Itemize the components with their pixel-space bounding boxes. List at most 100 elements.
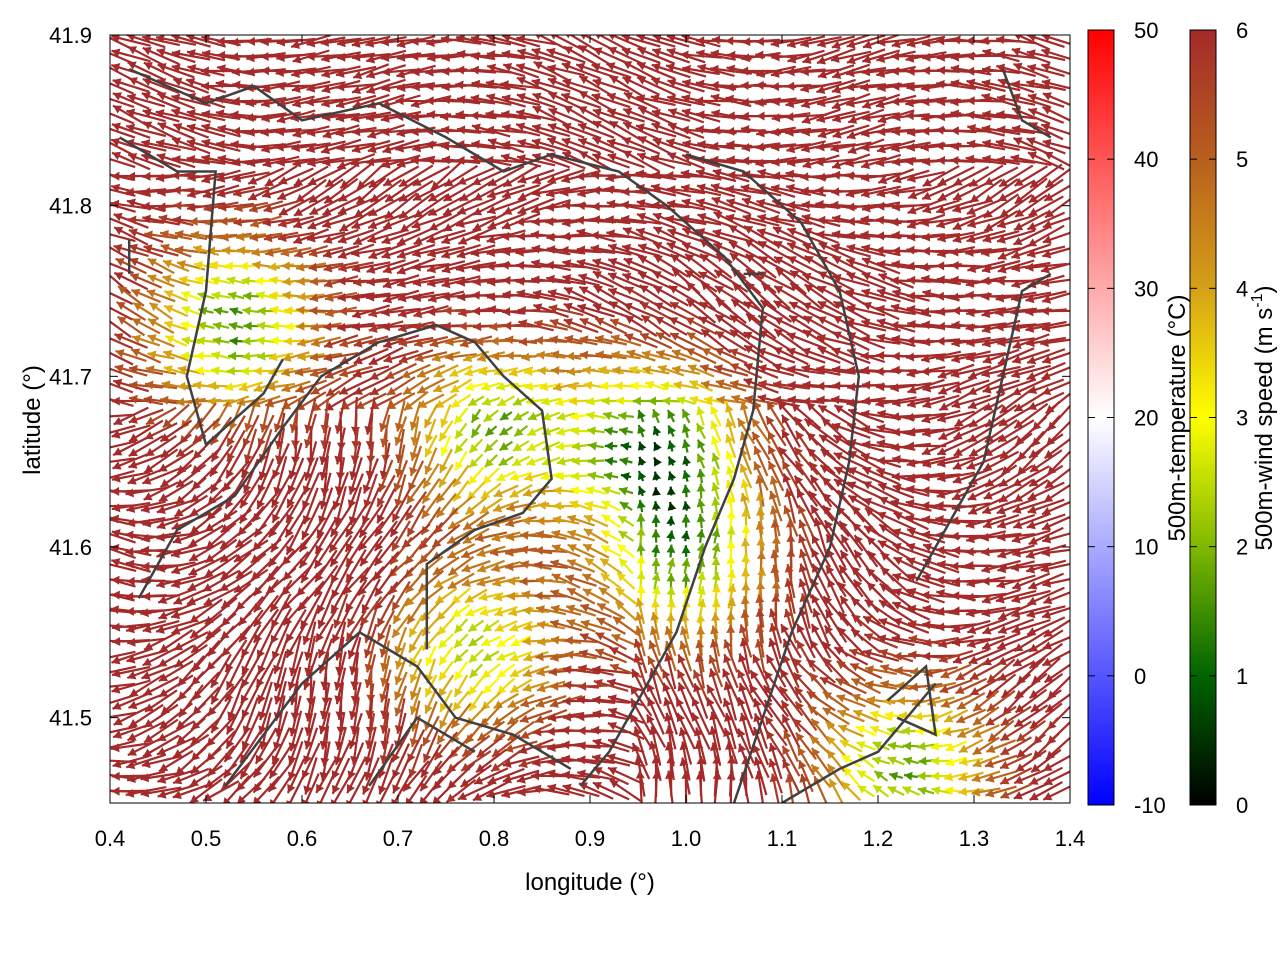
wind-arrow [1013, 62, 1049, 80]
wind-arrow [202, 184, 240, 199]
wind-arrow [624, 285, 658, 307]
wind-arrow [156, 48, 196, 64]
wind-arrow [366, 277, 406, 287]
wind-arrow [772, 226, 810, 246]
wind-arrow [147, 274, 175, 288]
wind-arrow [293, 228, 329, 245]
wind-arrow [761, 282, 791, 310]
x-tick-label: 1.4 [1055, 826, 1086, 851]
wind-arrow [623, 92, 659, 110]
wind-arrow [906, 171, 946, 183]
wind-arrow [566, 35, 599, 53]
wind-arrow [367, 213, 405, 230]
wind-arrow [1042, 216, 1070, 229]
wind-arrow [115, 257, 147, 275]
wind-arrow [578, 75, 614, 97]
y-tick-label: 41.9 [49, 23, 92, 48]
wind-arrow [322, 157, 360, 167]
wind-arrow [846, 48, 886, 65]
wind-arrow [110, 112, 135, 125]
wind-arrow [800, 36, 842, 48]
wind-arrow [1014, 35, 1050, 51]
wind-arrow [255, 291, 277, 300]
x-tick-label: 0.6 [287, 826, 318, 851]
wind-arrow [412, 165, 450, 187]
wind-arrow [999, 193, 1033, 219]
wind-arrow [111, 35, 151, 47]
colorbar-tick-label: 3 [1236, 406, 1248, 431]
wind-arrow [608, 120, 644, 142]
wind-arrow [562, 78, 600, 93]
wind-arrow [127, 61, 165, 81]
wind-arrow [441, 244, 481, 259]
x-tick-label: 1.2 [863, 826, 894, 851]
wind-arrow [730, 298, 762, 324]
wind-arrow [773, 299, 809, 323]
wind-arrow [351, 139, 391, 154]
wind-arrow [770, 36, 812, 48]
wind-arrow [744, 238, 778, 264]
wind-arrow [547, 168, 585, 184]
wind-arrow [609, 75, 643, 97]
wind-arrow [275, 67, 317, 77]
wind-arrow [816, 78, 856, 94]
wind-arrow [110, 52, 136, 66]
wind-arrow [635, 227, 677, 244]
wind-arrow [187, 172, 225, 182]
wind-arrow [801, 127, 841, 137]
wind-arrow [577, 303, 615, 318]
wind-arrow [282, 277, 310, 286]
wind-arrow [966, 229, 1006, 244]
wind-arrow [577, 105, 615, 127]
wind-arrow [620, 214, 662, 225]
wind-arrow [365, 292, 407, 302]
wind-arrow [280, 246, 312, 257]
wind-arrow [351, 246, 391, 258]
wind-arrow [785, 112, 827, 122]
wind-arrow [802, 302, 840, 320]
wind-arrow [159, 230, 193, 241]
wind-arrow [155, 139, 197, 152]
wind-arrow [1028, 195, 1064, 217]
wind-arrow [606, 92, 646, 109]
wind-arrow [336, 142, 376, 152]
wind-arrow [591, 63, 631, 79]
wind-arrow [563, 302, 599, 320]
wind-arrow [653, 254, 689, 278]
wind-arrow [126, 93, 166, 108]
wind-arrow [1042, 92, 1070, 106]
wind-arrow [846, 258, 886, 274]
wind-arrow [157, 122, 195, 140]
wind-arrow [592, 78, 630, 93]
wind-arrow [162, 274, 190, 287]
wind-arrow [352, 226, 390, 246]
wind-arrow [743, 300, 779, 322]
wind-arrow [382, 289, 420, 304]
wind-arrow [142, 77, 180, 95]
wind-arrow [396, 275, 436, 288]
wind-arrow [1025, 290, 1067, 304]
wind-arrow [216, 185, 256, 198]
wind-arrow [320, 37, 362, 47]
wind-arrow [295, 262, 327, 272]
wind-arrow [592, 270, 630, 292]
wind-arrow [186, 138, 226, 152]
wind-arrow [890, 217, 932, 227]
x-tick-label: 0.9 [575, 826, 606, 851]
wind-arrow [125, 123, 167, 138]
colorbar-tick-label: -10 [1134, 793, 1166, 818]
wind-arrow [142, 46, 180, 66]
wind-arrow [292, 156, 330, 168]
wind-arrow [213, 306, 229, 316]
wind-arrow [637, 255, 675, 277]
y-tick-label: 41.7 [49, 364, 92, 389]
wind-arrow [680, 184, 722, 197]
wind-arrow [1013, 211, 1049, 231]
wind-arrow [260, 95, 302, 108]
wind-arrow [110, 157, 136, 169]
wind-arrow [832, 110, 870, 123]
wind-arrow [804, 255, 838, 277]
wind-arrow [668, 284, 704, 308]
wind-arrow [743, 225, 779, 247]
wind-arrow [353, 193, 389, 219]
